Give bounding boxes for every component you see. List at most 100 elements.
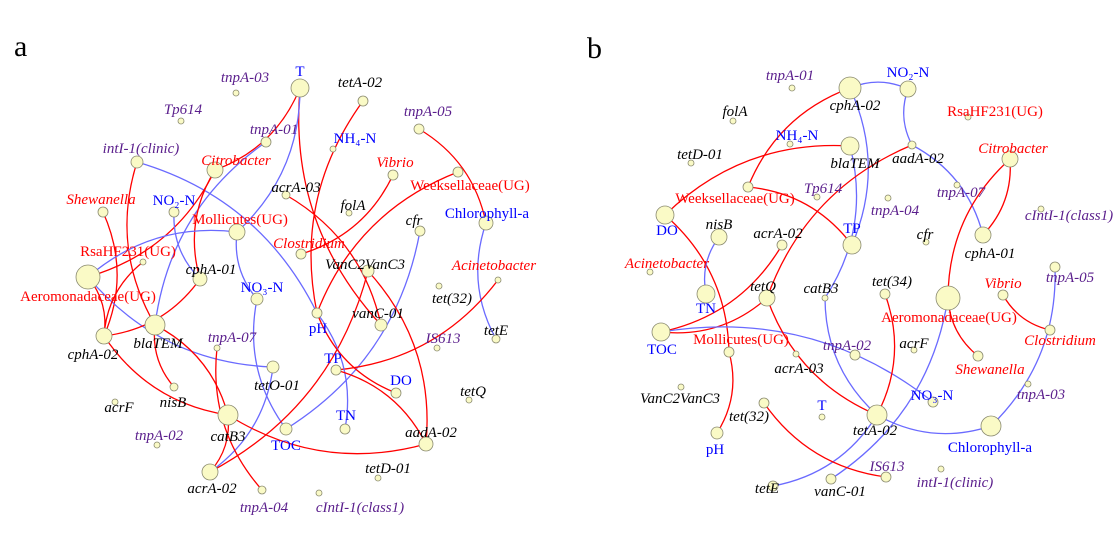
node-label-a-cinti-1-class1: cIntI-1(class1) <box>316 500 404 516</box>
node-b-aeromonadaceae-ug <box>935 285 961 311</box>
node-a-vanc-01 <box>374 318 388 332</box>
node-b-cfr <box>922 238 930 246</box>
node-label-a-tnpa-05: tnpA-05 <box>404 104 453 120</box>
node-label-b-tet-32: tet(32) <box>729 409 769 425</box>
node-a-vanc2vanc3 <box>361 264 375 278</box>
node-b-shewanella <box>972 350 984 362</box>
node-b-tetq <box>758 289 776 307</box>
node-a-cinti-1-class1 <box>315 489 323 497</box>
node-b-acra-03 <box>792 350 800 358</box>
edge-b-tetq-teta-02 <box>766 297 878 416</box>
node-label-b-acrf: acrF <box>899 336 929 352</box>
edge-a-inti-1-clinic-ph <box>136 161 318 314</box>
node-a-tnpa-04 <box>257 485 267 495</box>
node-label-b-tnpa-07: tnpA-07 <box>937 185 987 201</box>
node-label-a-is613: IS613 <box>425 331 461 347</box>
node-label-b-vibrio: Vibrio <box>984 276 1022 292</box>
node-a-inti-1-clinic <box>130 155 144 169</box>
node-a-cpha-01 <box>192 271 208 287</box>
node-b-aada-02 <box>907 140 917 150</box>
node-label-a-no2-n: NO₂-N <box>153 193 196 209</box>
node-label-a-tete: tetE <box>484 323 508 339</box>
edge-a-t-mollicutes-ug <box>236 87 301 233</box>
node-b-clostridium <box>1044 324 1056 336</box>
node-b-tnpa-05 <box>1049 261 1061 273</box>
node-label-a-no3-n: NO₃-N <box>241 280 284 296</box>
node-b-no3-n <box>927 396 939 408</box>
node-a-tnpa-01 <box>260 136 272 148</box>
edge-b-toc-no3-n <box>660 326 934 403</box>
edge-a-vanc2vanc3-aada-02 <box>367 270 428 445</box>
node-label-b-tet-34: tet(34) <box>872 274 912 290</box>
node-a-tetd-01 <box>374 474 382 482</box>
node-label-a-mollicutes-ug: Mollicutes(UG) <box>192 212 288 228</box>
node-label-a-tp: TP <box>324 351 342 367</box>
node-label-a-teta-02: tetA-02 <box>338 75 383 91</box>
node-label-a-fola: folA <box>341 198 367 214</box>
node-b-tetd-01 <box>687 159 695 167</box>
edge-a-teta-02-ph <box>310 100 364 314</box>
node-label-b-ph: pH <box>706 442 725 458</box>
node-label-b-aeromonadaceae-ug: Aeromonadaceae(UG) <box>881 310 1017 326</box>
node-label-b-tn: TN <box>696 301 716 317</box>
node-a-blatem <box>144 314 166 336</box>
node-label-a-rsahf231-ug: RsaHF231(UG) <box>80 244 176 260</box>
node-label-a-tnpa-04: tnpA-04 <box>240 500 289 516</box>
node-label-b-acra-02: acrA-02 <box>753 226 803 242</box>
node-label-a-tnpa-03: tnpA-03 <box>221 70 269 86</box>
edge-a-clostridium-vibrio <box>300 174 394 255</box>
node-label-a-aada-02: aadA-02 <box>405 425 457 441</box>
nodes-layer <box>75 76 1061 497</box>
edge-a-teto-01-acra-02 <box>209 366 274 473</box>
node-b-tet-32 <box>758 397 770 409</box>
node-label-a-chlorophyll-a: Chlorophyll-a <box>445 206 529 222</box>
node-a-no3-n <box>250 292 264 306</box>
node-label-b-teta-02: tetA-02 <box>853 423 898 439</box>
node-b-cpha-01 <box>974 226 992 244</box>
node-label-b-no2-n: NO₂-N <box>887 65 930 81</box>
node-label-b-shewanella: Shewanella <box>955 362 1024 378</box>
node-label-a-shewanella: Shewanella <box>66 192 135 208</box>
node-label-b-tnpa-01: tnpA-01 <box>766 68 814 84</box>
edge-b-do-mollicutes-ug <box>664 214 730 353</box>
node-a-mollicutes-ug <box>228 223 246 241</box>
node-label-b-cpha-01: cphA-01 <box>965 246 1016 262</box>
edge-b-aeromonadaceae-ug-vanc-01 <box>830 297 949 480</box>
node-b-cinti-1-class1 <box>1037 205 1045 213</box>
edge-a-no3-n-toc <box>252 298 287 430</box>
node-label-b-no3-n: NO₃-N <box>911 388 954 404</box>
edge-b-mollicutes-ug-ph <box>716 351 734 434</box>
node-label-b-aada-02: aadA-02 <box>892 151 944 167</box>
node-b-tnpa-07 <box>953 181 961 189</box>
node-label-a-acrf: acrF <box>104 400 134 416</box>
node-a-nh4-n <box>329 145 337 153</box>
node-label-b-rsahf231-ug: RsaHF231(UG) <box>947 104 1043 120</box>
node-b-citrobacter <box>1001 150 1019 168</box>
node-a-tetq <box>465 396 473 404</box>
node-b-acra-02 <box>776 239 788 251</box>
node-label-b-acra-03: acrA-03 <box>774 361 823 377</box>
node-b-fola <box>729 117 737 125</box>
edge-a-tnpa-01-blatem <box>154 141 267 326</box>
node-b-nh4-n <box>786 140 794 148</box>
node-label-b-blatem: blaTEM <box>830 156 881 172</box>
node-a-cfr <box>414 225 426 237</box>
node-a-catb3 <box>217 404 239 426</box>
node-a-weeksellaceae-ug <box>452 166 464 178</box>
node-label-b-fola: folA <box>723 104 749 120</box>
node-label-b-vanc-01: vanC-01 <box>814 484 866 500</box>
edge-a-ph-tn <box>316 312 349 430</box>
node-label-b-acinetobacter: Acinetobacter <box>624 256 709 272</box>
node-b-acinetobacter <box>646 268 654 276</box>
node-label-b-clostridium: Clostridium <box>1024 333 1096 349</box>
edge-a-cfr-toc <box>285 230 421 430</box>
node-b-catb3 <box>821 294 829 302</box>
node-label-b-citrobacter: Citrobacter <box>978 141 1048 157</box>
edge-a-tp-aada-02 <box>335 369 427 445</box>
node-label-b-inti-1-clinic: intI-1(clinic) <box>917 475 994 491</box>
edge-a-blatem-catb3 <box>154 324 229 416</box>
node-b-tp614 <box>813 193 821 201</box>
edge-a-ph-do <box>316 312 397 394</box>
